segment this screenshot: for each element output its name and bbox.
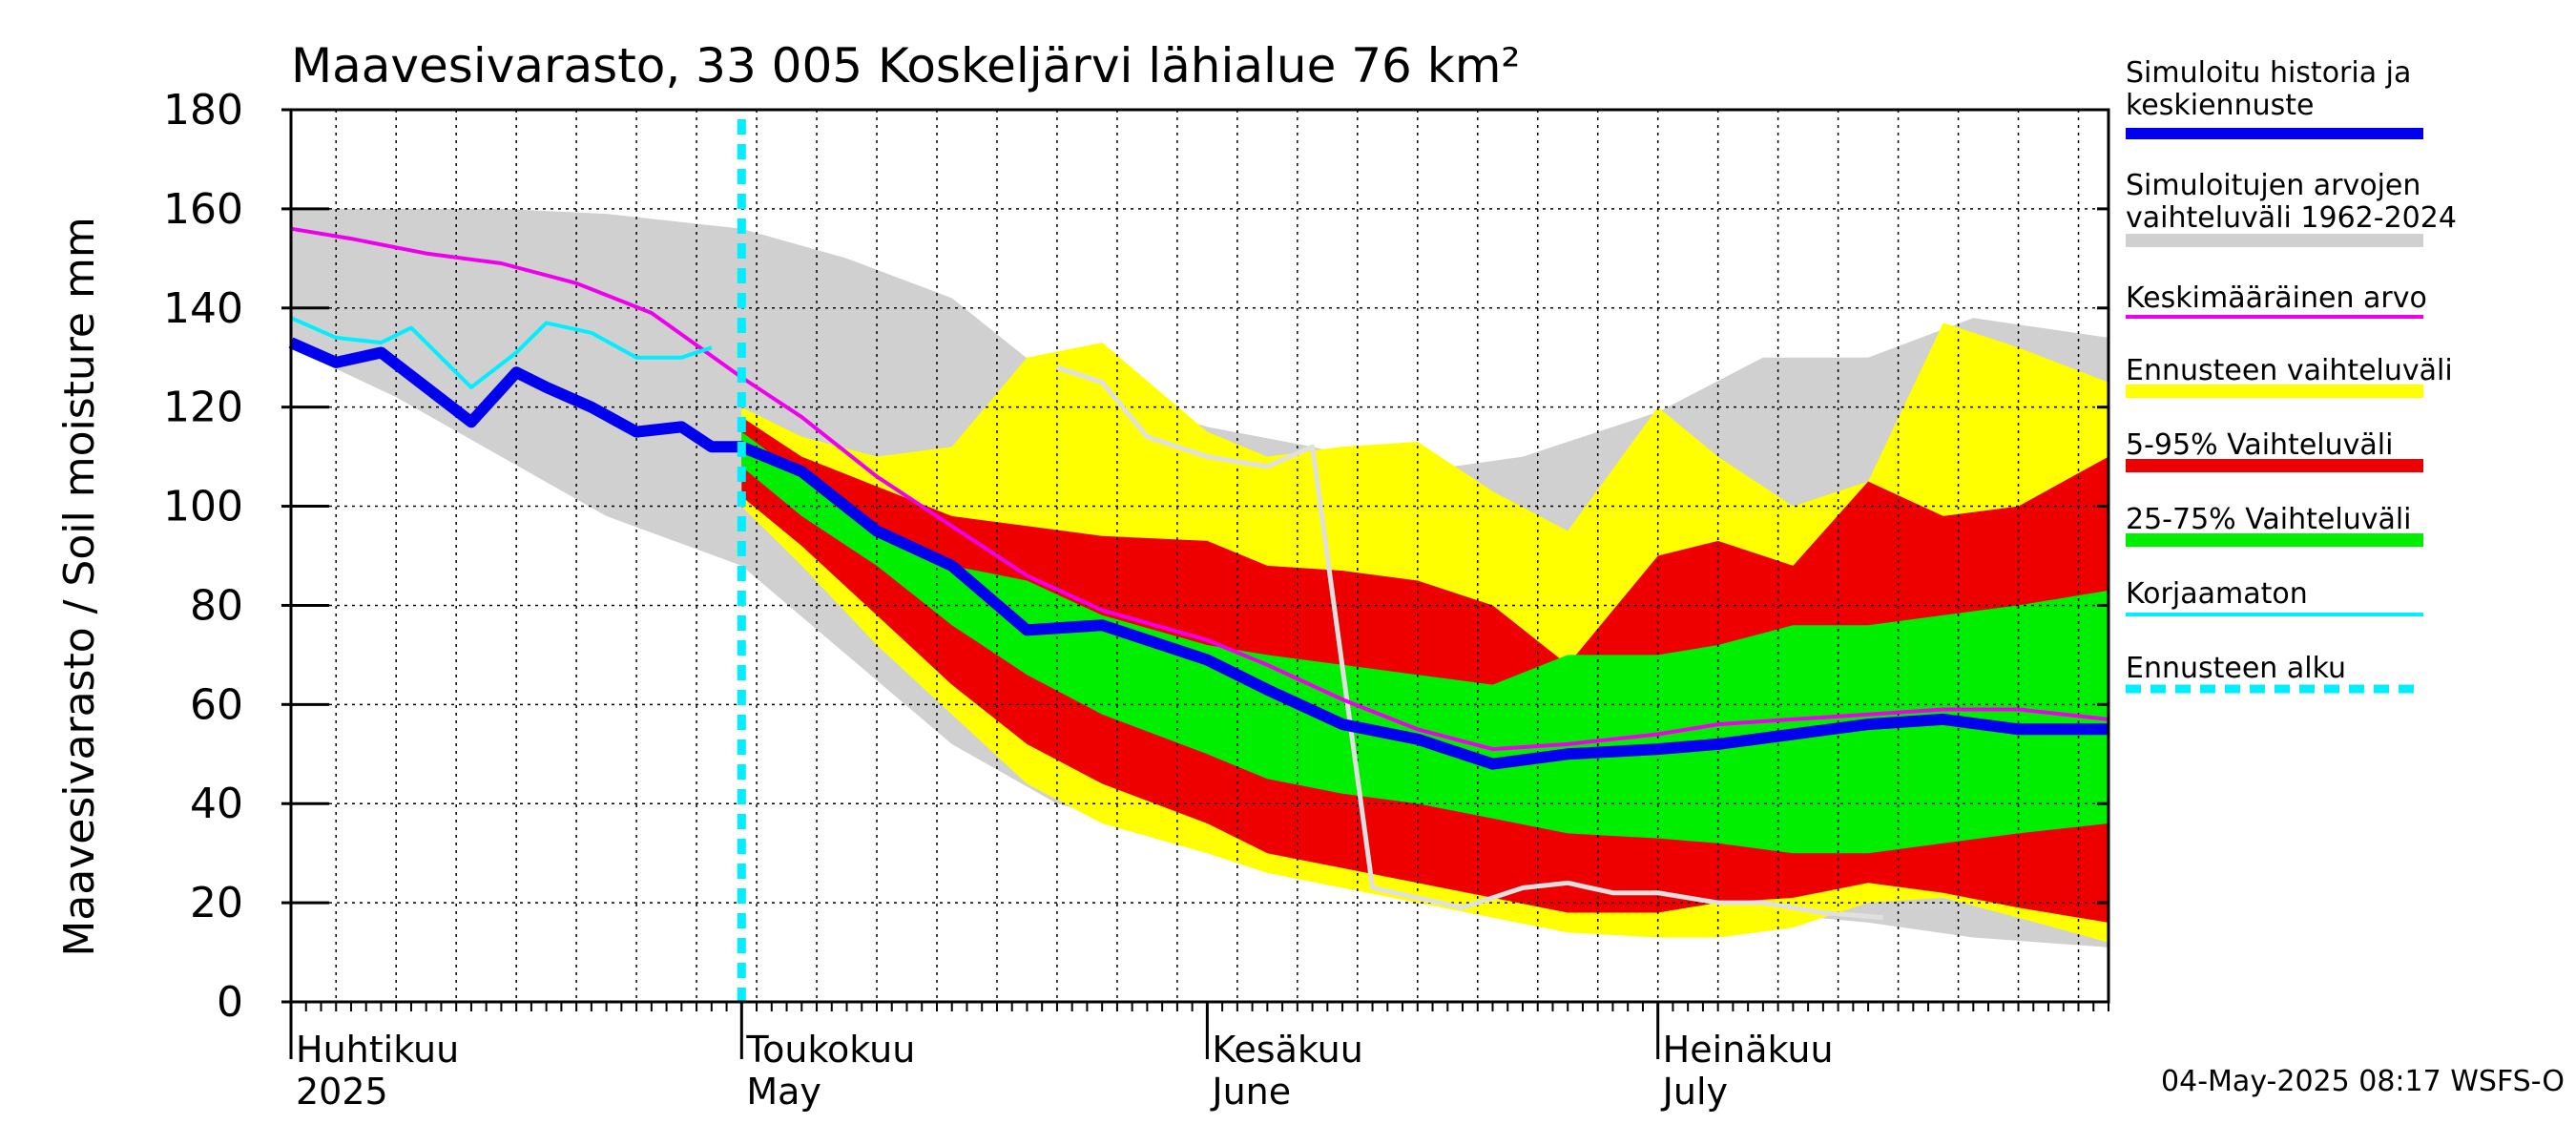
y-tick-label: 20	[190, 879, 243, 927]
legend-label: Simuloitu historia ja	[2126, 56, 2411, 90]
lines-layer	[288, 226, 2109, 921]
legend-label: Simuloitujen arvojen	[2126, 169, 2420, 202]
month-label-en: July	[1661, 1071, 1728, 1113]
month-label-fi: Kesäkuu	[1212, 1029, 1363, 1071]
p25-75-band	[741, 431, 2109, 854]
legend-label: 5-95% Vaihteluväli	[2126, 428, 2393, 462]
y-tick-label: 0	[217, 978, 243, 1027]
legend-label: Korjaamaton	[2126, 577, 2308, 611]
y-tick-label: 140	[163, 284, 243, 333]
y-tick-label: 120	[163, 384, 243, 432]
y-tick-label: 180	[163, 86, 243, 135]
month-label-en: 2025	[296, 1071, 388, 1113]
month-label-fi: Heinäkuu	[1663, 1029, 1834, 1071]
y-axis: 0 20 40 60 80 100 120 140 160 180	[163, 86, 2109, 1027]
legend-label: vaihteluväli 1962-2024	[2126, 201, 2457, 235]
mean-line	[290, 226, 2109, 752]
plot-frame	[289, 108, 2110, 1004]
month-label-en: May	[746, 1071, 821, 1113]
legend-label: keskiennuste	[2126, 89, 2314, 122]
month-label-en: June	[1210, 1071, 1291, 1113]
legend-label: Keskimääräinen arvo	[2126, 281, 2427, 315]
simulated-history-line	[288, 337, 2109, 770]
timestamp-label: 04-May-2025 08:17 WSFS-O	[2161, 1065, 2565, 1098]
plot-area	[288, 108, 2110, 1004]
y-tick-label: 60	[190, 680, 243, 729]
uncorrected-line	[290, 316, 713, 389]
legend-label: Ennusteen alku	[2126, 652, 2346, 685]
y-tick-label: 40	[190, 780, 243, 828]
month-label-fi: Toukokuu	[745, 1029, 915, 1071]
y-tick-label: 160	[163, 185, 243, 234]
legend-label: Ennusteen vaihteluväli	[2126, 354, 2453, 387]
y-tick-label: 80	[190, 581, 243, 630]
y-axis-label: Maavesivarasto / Soil moisture mm	[55, 217, 104, 956]
y-tick-label: 100	[163, 483, 243, 531]
month-label-fi: Huhtikuu	[296, 1029, 459, 1071]
legend-label: 25-75% Vaihteluväli	[2126, 503, 2412, 536]
reference-year-line	[1056, 364, 1884, 921]
chart-title: Maavesivarasto, 33 005 Koskeljärvi lähia…	[291, 38, 1520, 94]
